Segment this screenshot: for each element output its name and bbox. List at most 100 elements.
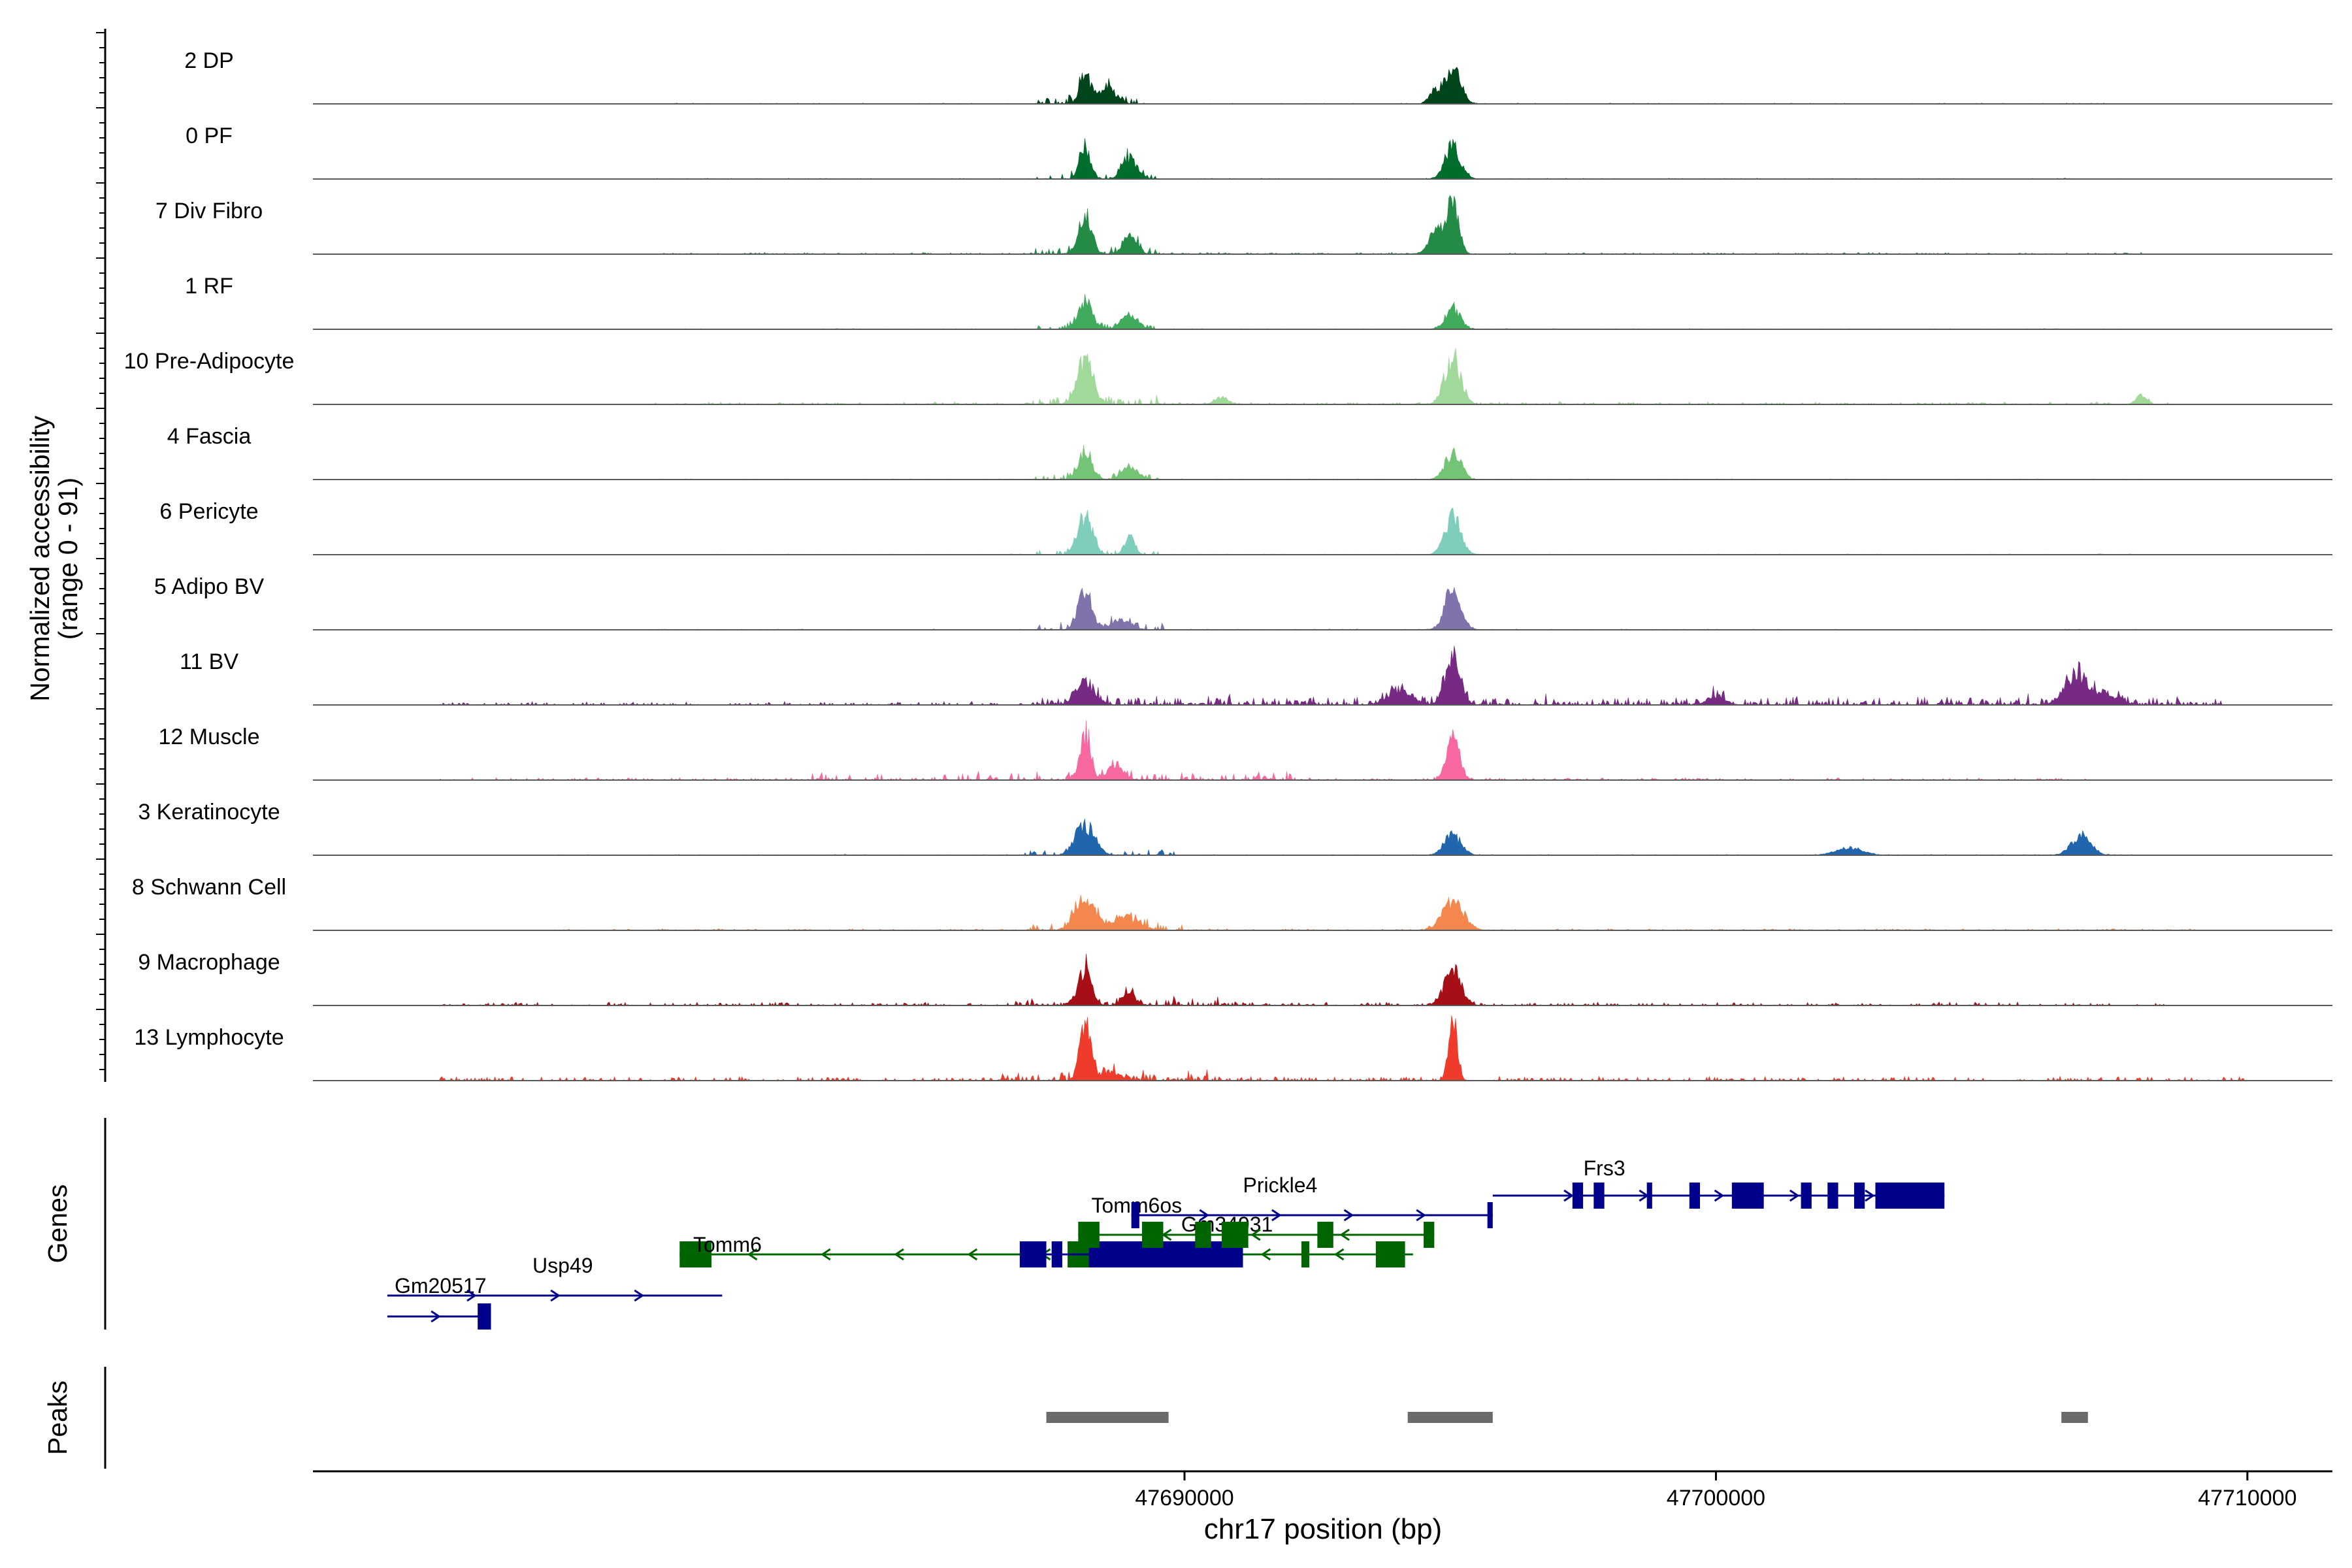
exon	[1375, 1241, 1405, 1267]
strand-chevron	[1789, 1189, 1800, 1202]
strand-chevron	[821, 1248, 831, 1261]
strand-chevron	[1333, 1248, 1345, 1261]
strand-chevron	[1250, 1228, 1261, 1241]
coverage-panel	[313, 67, 2332, 1082]
gene-usp49-model: Usp49	[387, 1254, 723, 1302]
coverage-track-8	[329, 645, 2317, 706]
track-label: 9 Macrophage	[138, 950, 280, 975]
strand-chevron	[466, 1289, 477, 1302]
coverage-track-13	[329, 1015, 2317, 1082]
x-tick-label: 47690000	[1135, 1486, 1233, 1511]
exon	[1572, 1183, 1584, 1209]
exon	[1646, 1183, 1652, 1209]
exon	[1051, 1241, 1062, 1267]
strand-chevron	[1343, 1209, 1354, 1222]
coverage-track-7	[329, 587, 2317, 630]
gene-label: Frs3	[1584, 1156, 1625, 1180]
coverage-track-6	[329, 507, 2317, 555]
coverage-track-1	[329, 138, 2317, 180]
exon	[1301, 1241, 1310, 1267]
strand-chevron	[634, 1289, 644, 1302]
coverage-track-5	[329, 444, 2317, 480]
exon	[1088, 1241, 1243, 1267]
exon	[1078, 1222, 1100, 1248]
exon	[1317, 1222, 1333, 1248]
exon	[1827, 1183, 1838, 1209]
coverage-track-9	[329, 720, 2317, 781]
y-axis: Normalized accessibility (range 0 - 91)	[25, 29, 106, 1082]
track-labels: 2 DP 0 PF 7 Div Fibro 1 RF 10 Pre-Adipocyte 4…	[124, 48, 295, 1050]
strand-chevron	[1199, 1209, 1209, 1222]
y-axis-range-label: (range 0 - 91)	[53, 478, 83, 640]
strand-chevron	[1714, 1189, 1725, 1202]
gene-label: Prickle4	[1243, 1173, 1318, 1197]
track-label: 0 PF	[186, 123, 233, 148]
track-label: 2 DP	[184, 48, 234, 73]
coverage-track-4	[329, 348, 2317, 405]
exon	[1593, 1183, 1605, 1209]
exon	[679, 1241, 712, 1267]
gene-label: Tomm6	[693, 1233, 762, 1256]
x-axis-ticks: 47690000 47700000 47710000	[1135, 1471, 2296, 1511]
track-label: 8 Schwann Cell	[132, 875, 286, 900]
track-label: 10 Pre-Adipocyte	[124, 349, 295, 374]
coverage-track-3	[329, 294, 2317, 330]
exon	[1141, 1222, 1164, 1248]
track-label: 6 Pericyte	[159, 499, 258, 524]
exon	[1195, 1222, 1211, 1248]
track-label: 11 BV	[180, 649, 238, 674]
peak-region	[2061, 1412, 2088, 1423]
exon	[1875, 1183, 1945, 1209]
exon	[1854, 1183, 1865, 1209]
track-label: 3 Keratinocyte	[138, 800, 280, 825]
track-label: 12 Muscle	[159, 725, 260, 749]
peak-region	[1046, 1412, 1169, 1423]
strand-chevron	[1563, 1189, 1574, 1202]
track-label: 1 RF	[185, 274, 233, 299]
peaks-panel: Peaks	[42, 1367, 2088, 1469]
x-tick-label: 47710000	[2198, 1486, 2296, 1511]
strand-chevron	[431, 1310, 441, 1323]
track-label: 5 Adipo BV	[154, 574, 265, 599]
peak-region	[1407, 1412, 1493, 1423]
gene-gm20517-model: Gm20517	[387, 1274, 491, 1330]
coverage-track-11	[329, 894, 2317, 931]
coverage-track-2	[329, 195, 2317, 255]
x-axis-label: chr17 position (bp)	[1204, 1513, 1442, 1545]
exon	[1689, 1183, 1701, 1209]
strand-chevron	[1339, 1228, 1350, 1241]
exon	[1487, 1202, 1493, 1228]
gene-models: Gm20517Usp49Tomm6Gm34931Tomm6osPrickle4F…	[387, 1156, 1945, 1330]
gene-tomm6os-model: Tomm6os	[1078, 1194, 1435, 1248]
peaks-panel-label: Peaks	[42, 1380, 73, 1455]
coverage-track-10	[329, 819, 2317, 856]
exon	[1019, 1241, 1047, 1267]
exon	[1131, 1202, 1139, 1228]
strand-chevron	[1416, 1209, 1426, 1222]
exon	[478, 1303, 491, 1330]
track-label: 4 Fascia	[167, 424, 252, 449]
strand-chevron	[1271, 1209, 1282, 1222]
gene-label: Usp49	[532, 1254, 593, 1277]
coverage-track-0	[329, 67, 2317, 105]
genes-panel: Genes Gm20517Usp49Tomm6Gm34931Tomm6osPri…	[42, 1118, 1945, 1330]
genes-panel-label: Genes	[42, 1184, 73, 1264]
exon	[1424, 1222, 1435, 1248]
track-label: 7 Div Fibro	[155, 199, 263, 223]
gene-prickle4-model: Prickle4	[1131, 1173, 1493, 1228]
x-axis: 47690000 47700000 47710000 chr17 position …	[313, 1470, 2332, 1545]
exon	[1801, 1183, 1812, 1209]
x-tick-label: 47700000	[1667, 1486, 1765, 1511]
strand-chevron	[894, 1248, 904, 1261]
y-axis-ticks	[96, 32, 105, 1070]
strand-chevron	[1161, 1228, 1172, 1241]
strand-chevron	[967, 1248, 978, 1261]
y-axis-label: Normalized accessibility	[25, 416, 55, 702]
strand-chevron	[550, 1289, 561, 1302]
strand-chevron	[747, 1248, 758, 1261]
peak-bars	[1046, 1412, 2088, 1423]
coverage-track-12	[329, 953, 2317, 1007]
track-label: 13 Lymphocyte	[134, 1025, 284, 1050]
strand-chevron	[1260, 1248, 1271, 1261]
